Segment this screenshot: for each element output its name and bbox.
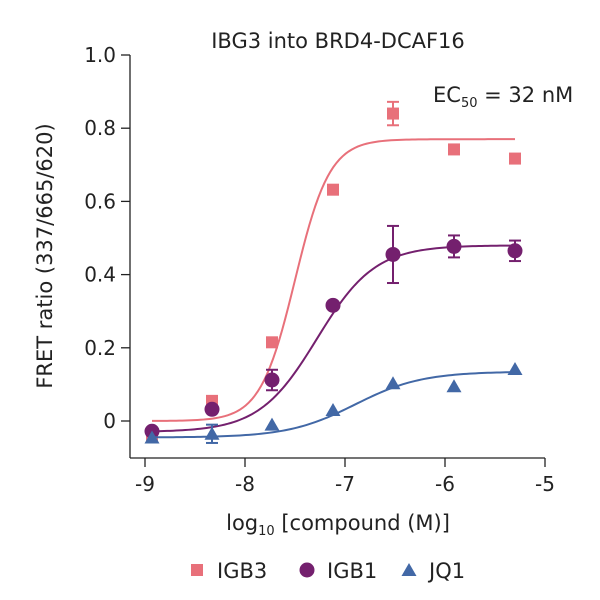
x-axis-title: log10 [compound (M)] — [226, 511, 450, 539]
legend-label-igb1: IGB1 — [327, 559, 377, 583]
data-point — [385, 246, 401, 262]
x-tick-label: -9 — [135, 472, 155, 496]
data-point — [264, 372, 280, 388]
fit-curve-igb3 — [151, 138, 515, 422]
y-tick-label: 0.2 — [84, 336, 116, 360]
legend-marker-igb1 — [299, 562, 315, 578]
y-axis-title: FRET ratio (337/665/620) — [33, 123, 57, 388]
chart-title: IBG3 into BRD4-DCAF16 — [211, 29, 465, 53]
data-point — [204, 401, 220, 417]
legend-marker-jq1 — [401, 563, 417, 576]
data-point — [144, 430, 160, 444]
data-point — [264, 417, 280, 431]
y-tick-label: 0 — [103, 409, 116, 433]
data-point — [327, 183, 339, 196]
y-tick-label: 1.0 — [84, 43, 116, 67]
x-tick-label: -8 — [235, 472, 255, 496]
series-igb1 — [144, 224, 523, 439]
x-tick-label: -6 — [435, 472, 455, 496]
x-tick-label: -7 — [335, 472, 355, 496]
data-point — [325, 403, 341, 417]
legend-label-igb3: IGB3 — [217, 559, 267, 583]
legend-label-jq1: JQ1 — [427, 559, 465, 583]
data-point — [507, 243, 523, 259]
y-tick-label: 0.8 — [84, 116, 116, 140]
data-point — [204, 426, 220, 440]
data-point — [446, 379, 462, 393]
data-point — [385, 376, 401, 390]
data-point — [387, 107, 399, 120]
data-point — [266, 336, 278, 349]
series-igb3 — [146, 100, 521, 442]
data-point — [446, 238, 462, 254]
y-tick-label: 0.6 — [84, 189, 116, 213]
series-jq1 — [144, 362, 523, 444]
data-point — [325, 297, 341, 313]
data-point — [507, 362, 523, 376]
x-tick-label: -5 — [535, 472, 555, 496]
ec50-annotation: EC50 = 32 nM — [433, 83, 573, 111]
data-point — [509, 152, 521, 165]
y-tick-label: 0.4 — [84, 263, 116, 287]
legend-marker-igb3 — [191, 564, 203, 576]
data-point — [448, 143, 460, 156]
